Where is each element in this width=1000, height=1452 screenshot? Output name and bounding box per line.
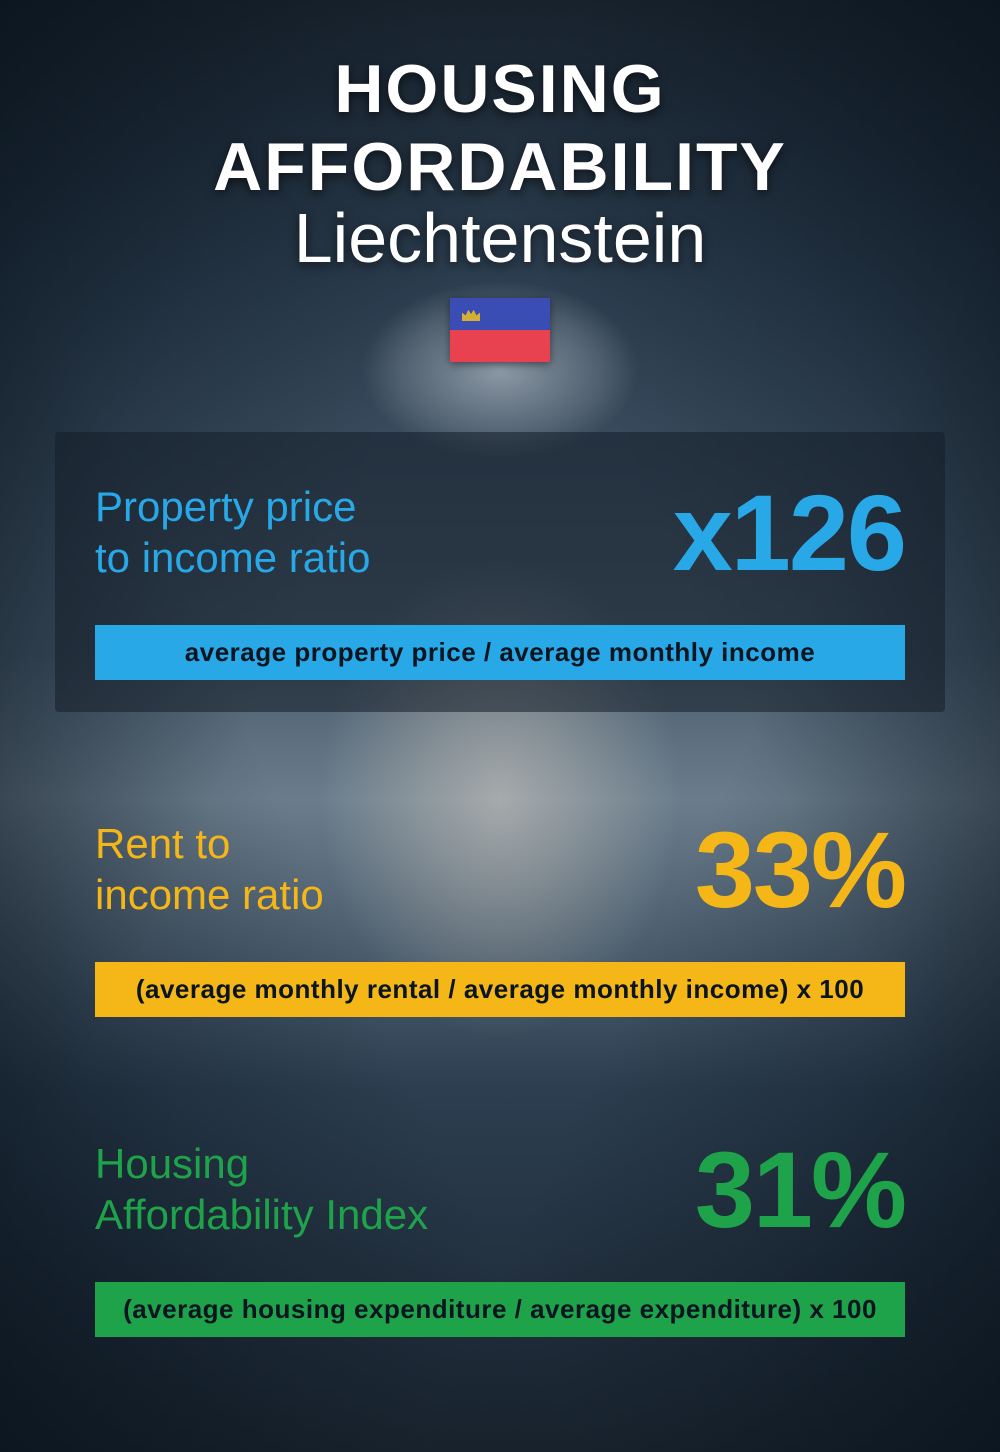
flag-bottom-stripe (450, 330, 550, 362)
metric-label: Property price to income ratio (95, 482, 370, 583)
flag-top-stripe (450, 298, 550, 330)
content-container: HOUSING AFFORDABILITY Liechtenstein Prop… (0, 0, 1000, 1387)
formula-bar: average property price / average monthly… (95, 625, 905, 680)
metric-label: Rent to income ratio (95, 819, 324, 920)
main-title: HOUSING AFFORDABILITY (55, 50, 945, 206)
formula-bar: (average monthly rental / average monthl… (95, 962, 905, 1017)
metric-value: x126 (673, 470, 905, 595)
metric-card-rent-ratio: Rent to income ratio 33% (average monthl… (55, 807, 945, 1017)
formula-bar: (average housing expenditure / average e… (95, 1282, 905, 1337)
flag-crown-icon (462, 307, 480, 321)
metric-row: Housing Affordability Index 31% (95, 1127, 905, 1252)
metric-card-property-price: Property price to income ratio x126 aver… (55, 432, 945, 712)
metric-row: Rent to income ratio 33% (95, 807, 905, 932)
metric-label: Housing Affordability Index (95, 1139, 428, 1240)
metric-row: Property price to income ratio x126 (95, 470, 905, 595)
flag-icon (450, 298, 550, 362)
metric-card-affordability-index: Housing Affordability Index 31% (average… (55, 1127, 945, 1337)
metric-value: 33% (695, 807, 905, 932)
subtitle: Liechtenstein (55, 198, 945, 278)
metric-value: 31% (695, 1127, 905, 1252)
